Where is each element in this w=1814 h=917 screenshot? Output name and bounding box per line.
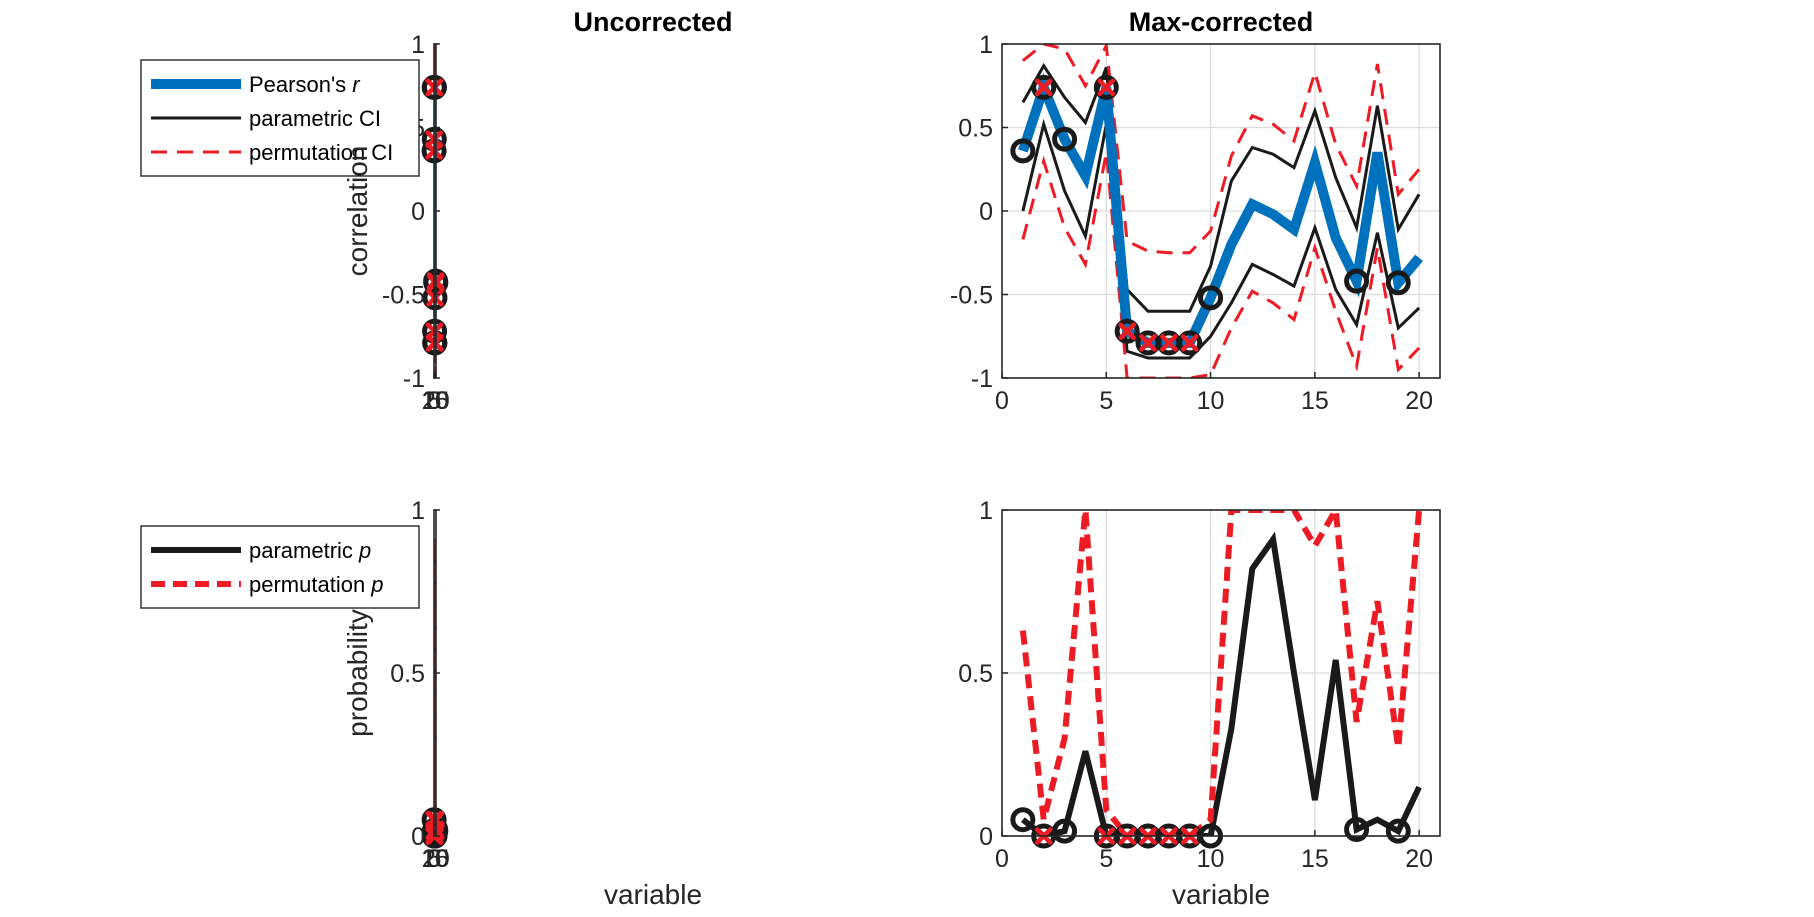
x-tick-label-bl: 20 [422,845,450,873]
x-tick-label-br: 5 [1099,845,1113,873]
x-tick-label-tl: 5 [428,387,442,415]
y-tick-label-bl: 0 [411,823,425,851]
x-tick-label-tr: 0 [995,387,1009,415]
series-parametric-p-br [1021,531,1422,836]
panel-max-corrected: 0 5 10 15 20 -1 -0.5 0 0.5 1 [950,31,1441,415]
legend-label-italic: p [358,538,371,563]
legend-label: permutation p [249,572,384,597]
y-tick-label-tr: -0.5 [950,282,993,310]
y-tick-label-tr: 0.5 [958,115,993,143]
significance-cross-tr [1118,322,1136,340]
significance-cross-tr [1139,334,1157,352]
plot-area-br [1019,510,1423,836]
significance-circle-br [1052,818,1078,844]
significance-circle-tr [1198,285,1224,311]
significance-cross-tr [1097,78,1116,97]
x-tick-label-br: 20 [1405,845,1433,873]
legend-label: permutation CI [249,140,393,165]
chart-title-uncorrected: Uncorrected [573,7,732,37]
x-tick-label-tl: 0 [427,387,441,415]
y-tick-label-bl: 1 [411,497,425,525]
significance-cross-tr [1180,334,1199,352]
panel-probability-max-corrected: 0 5 10 15 20 0 0.5 1 [958,497,1441,873]
series-parametric-ci-lower-tr [1021,118,1421,360]
legend-box [140,525,420,609]
significance-cross-tl [426,289,444,307]
series-permutation-ci-upper-tr [1021,44,1421,255]
x-tick-label-tr: 15 [1301,387,1329,415]
significance-circle-tr [1344,268,1370,294]
x-tick-label-tl: 10 [421,387,449,415]
x-axis-label-variable-left: variable [604,879,702,910]
y-tick-label-tl: 1 [411,31,425,59]
x-tick-label-br: 0 [995,845,1009,873]
legend-bl: parametric p permutation p [140,525,420,609]
x-tick-label-br: 10 [1197,845,1225,873]
significance-circle-tl [422,285,448,311]
significance-circle-tr [1010,138,1036,164]
significance-circle-tr [1385,270,1411,296]
y-tick-label-bl: 0.5 [390,660,425,688]
x-tick-label-tr: 5 [1099,387,1113,415]
y-tick-label-br: 1 [979,497,993,525]
y-tick-label-tr: -1 [971,365,993,393]
x-tick-label-tr: 10 [1197,387,1225,415]
significance-circle-tr [1031,74,1057,100]
x-tick-label-bl: 15 [422,845,450,873]
y-axis-label-probability: probability [342,609,373,737]
significance-circle-br [1010,807,1036,833]
legend-label-italic: r [352,72,361,97]
y-tick-label-tr: 0 [979,198,993,226]
significance-circle-tr [1114,318,1140,344]
series-permutation-ci-lower-tr [1021,152,1421,378]
x-tick-label-tr: 20 [1405,387,1433,415]
x-tick-label-tl: 15 [422,387,450,415]
y-tick-label-tl: -0.5 [382,282,425,310]
chart-title-max-corrected: Max-corrected [1129,7,1314,37]
significance-circle-tr [1177,330,1203,356]
significance-circle-br [1344,816,1370,842]
legend-label: parametric p [249,538,371,563]
y-tick-label-tr: 1 [979,31,993,59]
x-tick-label-br: 15 [1301,845,1329,873]
x-axis-label-variable-right: variable [1172,879,1270,910]
y-tick-label-br: 0 [979,823,993,851]
significance-cross-tr [1034,78,1053,97]
legend-label-italic: p [370,572,383,597]
series-permutation-p-br [1019,510,1423,836]
significance-cross-tl [426,334,444,352]
x-tick-label-bl: 5 [428,845,442,873]
significance-circle-tr [1093,74,1119,100]
significance-circle-br [1385,818,1411,844]
series-parametric-ci-upper-tr [1021,62,1421,313]
legend-label: parametric CI [249,106,381,131]
y-tick-label-tl: -1 [403,365,425,393]
y-tick-label-br: 0.5 [958,660,993,688]
legend-tl: Pearson's r parametric CI permutation CI [140,59,420,177]
significance-circle-tr [1052,126,1078,152]
x-tick-label-tl: 20 [422,387,450,415]
legend-label: Pearson's r [249,72,361,97]
x-tick-label-bl: 0 [427,845,441,873]
x-tick-label-bl: 10 [421,845,449,873]
significance-cross-tr [1160,334,1178,352]
y-tick-label-tl: 0 [411,198,425,226]
y-axis-label-correlation: correlation [342,146,373,277]
